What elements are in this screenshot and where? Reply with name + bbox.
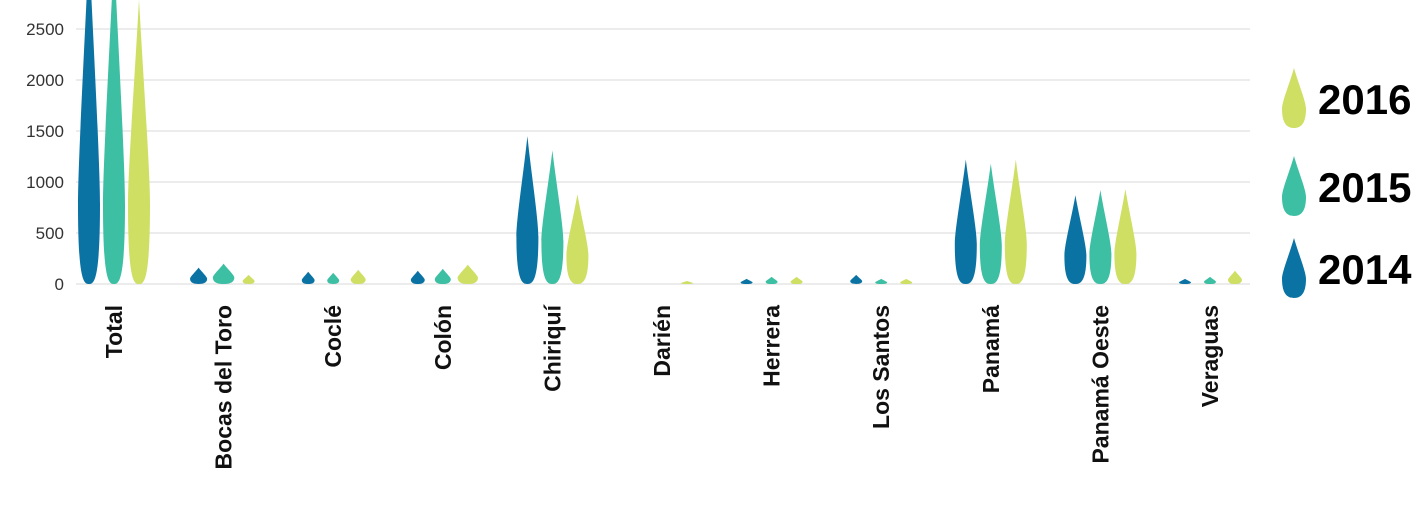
mark-2015-2 — [327, 272, 340, 284]
x-category-label: Colón — [430, 305, 456, 370]
mark-2015-9 — [1089, 190, 1112, 284]
mark-2014-6 — [740, 278, 753, 284]
mark-2016-3 — [457, 264, 478, 284]
x-category-label: Darién — [649, 305, 675, 377]
x-category-label: Herrera — [759, 305, 785, 387]
legend-label: 2015 — [1318, 164, 1411, 211]
mark-2015-4 — [541, 150, 564, 284]
x-category-label: Chiriquí — [539, 303, 565, 391]
x-category-label: Bocas del Toro — [211, 305, 237, 469]
y-tick-label: 500 — [36, 224, 64, 243]
mark-2016-4 — [566, 194, 589, 284]
x-axis-labels: Total Bocas del Toro Coclé Colón Chiriquí Dar… — [101, 303, 1223, 469]
y-tick-label: 0 — [55, 275, 64, 294]
legend-swatch-2014 — [1282, 238, 1306, 298]
plot-area — [78, 0, 1242, 284]
mark-2015-1 — [212, 263, 235, 284]
mark-2014-1 — [190, 267, 208, 284]
legend-swatch-2016 — [1282, 68, 1306, 128]
y-tick-label: 2500 — [26, 20, 64, 39]
legend-label: 2014 — [1318, 246, 1412, 293]
mark-2015-6 — [765, 276, 778, 284]
mark-2016-9 — [1114, 189, 1137, 284]
y-tick-label: 2000 — [26, 71, 64, 90]
y-axis-ticks: 050010001500200025003000 — [26, 20, 64, 294]
mark-2014-0 — [78, 0, 100, 284]
mark-2016-6 — [790, 276, 803, 284]
mark-2016-1 — [242, 274, 255, 284]
x-category-label: Panamá — [978, 305, 1004, 393]
mark-2015-10 — [1204, 276, 1216, 284]
mark-2015-7 — [875, 278, 888, 284]
x-category-label: Total — [101, 305, 127, 358]
mark-2016-2 — [350, 269, 366, 284]
mark-2014-3 — [410, 270, 425, 284]
mark-2014-2 — [301, 271, 315, 284]
mark-2015-8 — [979, 163, 1002, 284]
y-tick-label: 1500 — [26, 122, 64, 141]
x-category-label: Coclé — [320, 305, 346, 368]
x-category-label: Veraguas — [1197, 305, 1223, 407]
mark-2014-8 — [954, 159, 977, 284]
legend: 2016 2015 2014 — [1282, 68, 1412, 298]
mark-2015-0 — [103, 0, 125, 284]
x-category-label: Panamá Oeste — [1087, 305, 1113, 464]
mark-2016-10 — [1228, 270, 1242, 284]
mark-2016-8 — [1004, 159, 1027, 284]
mark-2016-0 — [128, 0, 150, 284]
mark-2016-5 — [681, 280, 693, 284]
mark-2016-7 — [900, 278, 913, 284]
x-category-label: Los Santos — [868, 305, 894, 429]
grid — [76, 28, 1250, 285]
mark-2014-10 — [1179, 278, 1191, 284]
mark-2014-7 — [850, 274, 863, 284]
mark-2014-9 — [1064, 195, 1087, 284]
legend-label: 2016 — [1318, 76, 1411, 123]
y-tick-label: 1000 — [26, 173, 64, 192]
mark-2015-3 — [434, 268, 451, 284]
legend-swatch-2015 — [1282, 156, 1306, 216]
mark-2014-4 — [516, 136, 539, 284]
